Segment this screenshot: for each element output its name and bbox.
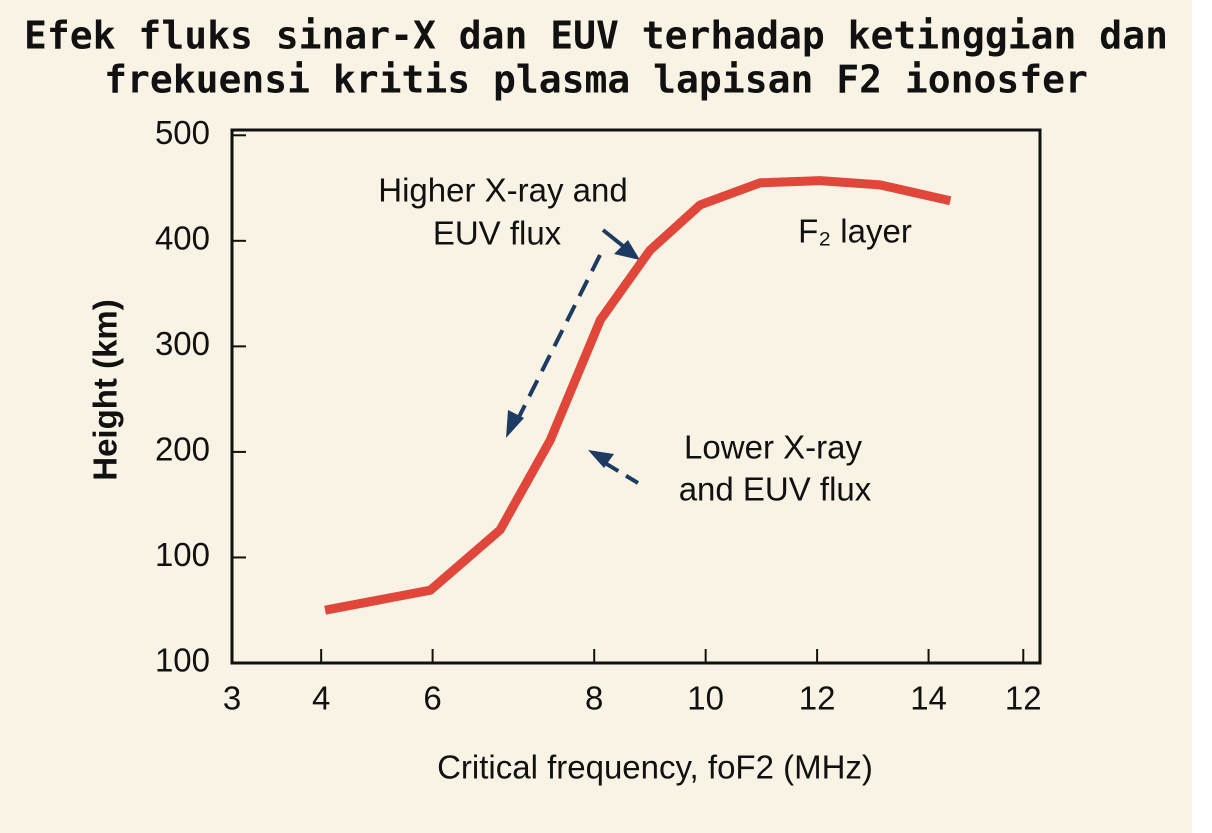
x-tick-label: 10 bbox=[687, 680, 724, 717]
y-tick-label: 100 bbox=[155, 536, 210, 573]
x-tick-label: 14 bbox=[910, 680, 947, 717]
arrow-head bbox=[588, 450, 614, 468]
y-tick-label: 400 bbox=[155, 220, 210, 257]
annotation: EUV flux bbox=[433, 215, 562, 252]
chart-title: frekuensi kritis plasma lapisan F2 ionos… bbox=[104, 58, 1088, 102]
x-axis-label: Critical frequency, foF2 (MHz) bbox=[437, 749, 873, 786]
y-tick-label: 200 bbox=[155, 431, 210, 468]
chart-title: Efek fluks sinar-X dan EUV terhadap keti… bbox=[24, 14, 1168, 58]
y-tick-label: 100 bbox=[155, 642, 210, 679]
arrow-heads bbox=[506, 240, 640, 468]
arrow-shaft bbox=[513, 254, 602, 426]
x-tick-label: 8 bbox=[585, 680, 603, 717]
x-tick-label: 4 bbox=[312, 680, 330, 717]
line bbox=[324, 176, 952, 615]
annotation: and EUV flux bbox=[679, 471, 872, 508]
arrow-shaft bbox=[598, 458, 640, 485]
plot-frame bbox=[230, 128, 1042, 665]
x-tick-label: 12 bbox=[799, 680, 836, 717]
arrow-head bbox=[506, 410, 524, 438]
arrow-head bbox=[614, 240, 640, 260]
annotation: Higher X-ray and bbox=[378, 172, 627, 209]
x-tick-label: 6 bbox=[423, 680, 441, 717]
y-axis-label: Height (km) bbox=[87, 299, 124, 481]
series-label: F₂ layer bbox=[798, 213, 912, 250]
annotation: Lower X-ray bbox=[684, 429, 862, 466]
x-tick-label: 3 bbox=[223, 680, 241, 717]
y-tick-label: 300 bbox=[155, 325, 210, 362]
y-tick-label: 500 bbox=[155, 114, 210, 151]
x-tick-label: 12 bbox=[1005, 680, 1042, 717]
